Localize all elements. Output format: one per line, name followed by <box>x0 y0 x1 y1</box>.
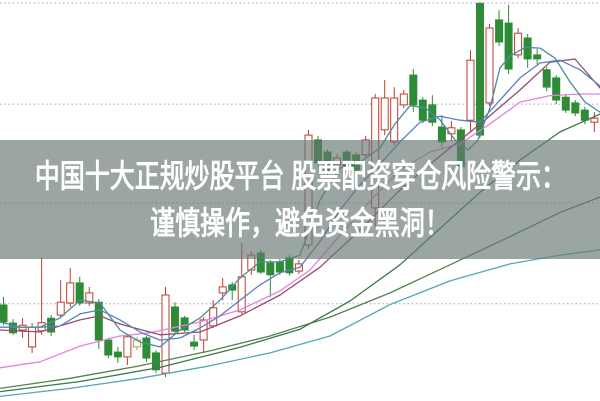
overlay-headline-line1: 中国十大正规炒股平台 股票配资穿仓风险警示： <box>34 157 566 194</box>
risk-warning-overlay-banner: 中国十大正规炒股平台 股票配资穿仓风险警示： 谨慎操作，避免资金黑洞！ <box>0 140 600 259</box>
ma-cyan-slow <box>0 249 600 398</box>
overlay-headline-line2: 谨慎操作，避免资金黑洞！ <box>150 204 450 241</box>
ma-maroon <box>0 58 600 336</box>
